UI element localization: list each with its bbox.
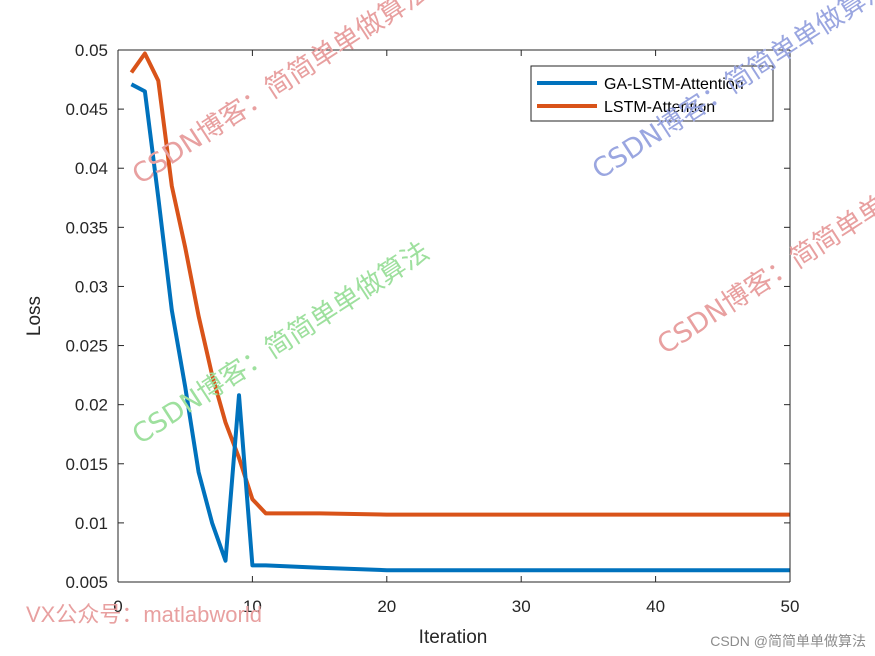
x-tick-label: 0 xyxy=(113,597,122,616)
csdn-credit: CSDN @简简单单做算法 xyxy=(710,633,866,649)
x-tick-label: 30 xyxy=(512,597,531,616)
y-tick-label: 0.03 xyxy=(75,277,108,296)
legend-label-lstm: LSTM-Attention xyxy=(604,99,715,116)
y-axis-label: Loss xyxy=(24,296,45,336)
y-tick-label: 0.035 xyxy=(65,218,108,237)
series-line-lstm-attention xyxy=(129,51,790,517)
series-layer xyxy=(129,51,790,573)
y-tick-label: 0.005 xyxy=(65,573,108,592)
legend-label-ga: GA-LSTM-Attention xyxy=(604,76,744,93)
legend-box xyxy=(530,65,774,122)
x-axis-label: Iteration xyxy=(419,627,488,648)
vx-watermark: VX公众号：matlabworld xyxy=(26,602,262,627)
ticks-layer: 0 10 20 30 40 50 0.005 0.01 0.015 0.02 0.025 0.03 0.… xyxy=(65,41,799,616)
legend: GA-LSTM-Attention LSTM-Attention xyxy=(530,65,774,122)
y-tick-label: 0.02 xyxy=(75,396,108,415)
x-tick-label: 50 xyxy=(781,597,800,616)
y-tick-label: 0.015 xyxy=(65,455,108,474)
y-tick-label: 0.04 xyxy=(75,159,108,178)
y-tick-label: 0.045 xyxy=(65,100,108,119)
y-tick-label: 0.01 xyxy=(75,514,108,533)
x-tick-label: 10 xyxy=(243,597,262,616)
x-tick-label: 40 xyxy=(646,597,665,616)
y-tick-label: 0.05 xyxy=(75,41,108,60)
axes-layer xyxy=(117,49,791,583)
x-tick-label: 20 xyxy=(377,597,396,616)
y-tick-label: 0.025 xyxy=(65,337,108,356)
series-line-ga-lstm-attention xyxy=(130,82,790,573)
